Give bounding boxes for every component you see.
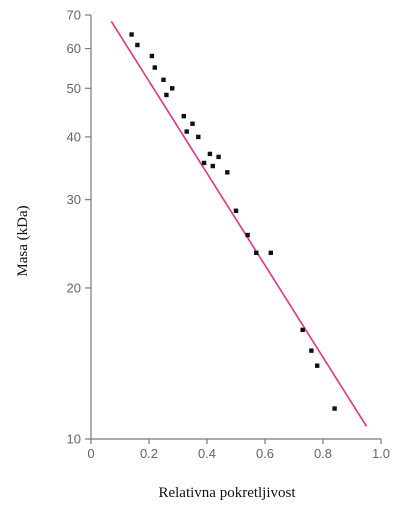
data-point bbox=[170, 86, 175, 91]
data-point bbox=[201, 160, 207, 166]
data-point bbox=[184, 129, 189, 134]
y-tick-label: 50 bbox=[67, 81, 81, 96]
data-point bbox=[254, 250, 259, 256]
y-tick-label: 60 bbox=[67, 41, 81, 56]
x-tick-label: 0.4 bbox=[198, 446, 216, 461]
data-point bbox=[161, 77, 166, 82]
data-point bbox=[332, 406, 337, 411]
y-axis-title: Masa (kDa) bbox=[15, 205, 31, 276]
data-point bbox=[300, 327, 305, 333]
x-tick-label: 0.2 bbox=[140, 446, 158, 461]
data-point bbox=[135, 42, 140, 48]
axes bbox=[90, 15, 381, 440]
data-point bbox=[309, 348, 314, 353]
y-tick-label: 30 bbox=[67, 192, 81, 207]
data-point bbox=[233, 208, 239, 213]
data-point bbox=[207, 151, 213, 157]
y-tick-label: 40 bbox=[67, 129, 81, 144]
data-points bbox=[129, 32, 337, 411]
y-ticks: 10 20 30 40 50 60 70 bbox=[67, 8, 91, 447]
data-point bbox=[315, 363, 320, 368]
data-point bbox=[164, 92, 169, 98]
x-tick-label: 0 bbox=[87, 446, 94, 461]
x-axis-title: Relativna pokretljivost bbox=[158, 485, 296, 501]
x-ticks: 0 0.2 0.4 0.6 0.8 1.0 bbox=[87, 439, 390, 461]
x-tick-label: 1.0 bbox=[372, 446, 390, 461]
data-point bbox=[129, 32, 134, 37]
x-tick-label: 0.8 bbox=[314, 446, 332, 461]
data-point bbox=[210, 163, 215, 169]
data-point bbox=[268, 250, 273, 256]
y-tick-label: 70 bbox=[67, 8, 81, 23]
fit-line bbox=[110, 20, 368, 427]
data-point bbox=[196, 134, 201, 140]
data-point bbox=[149, 53, 155, 59]
fit-line-group bbox=[110, 20, 368, 427]
y-tick-label: 10 bbox=[67, 432, 81, 447]
data-point bbox=[225, 170, 230, 175]
data-point bbox=[216, 154, 221, 160]
data-point bbox=[181, 113, 186, 119]
data-point bbox=[245, 232, 250, 238]
data-point bbox=[190, 121, 195, 126]
data-point bbox=[152, 65, 157, 70]
x-tick-label: 0.6 bbox=[256, 446, 274, 461]
y-tick-label: 20 bbox=[67, 280, 81, 295]
